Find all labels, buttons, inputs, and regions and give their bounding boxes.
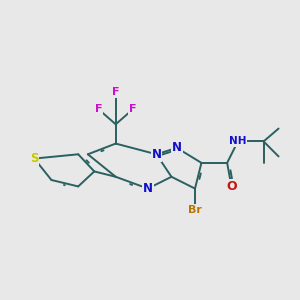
- Text: N: N: [172, 141, 182, 154]
- Text: N: N: [143, 182, 153, 195]
- Text: F: F: [129, 104, 136, 114]
- Text: F: F: [112, 87, 119, 97]
- Text: N: N: [152, 148, 161, 161]
- Text: Br: Br: [188, 205, 202, 215]
- Text: S: S: [30, 152, 38, 165]
- Text: F: F: [95, 104, 102, 114]
- Text: O: O: [226, 180, 237, 193]
- Text: NH: NH: [229, 136, 247, 146]
